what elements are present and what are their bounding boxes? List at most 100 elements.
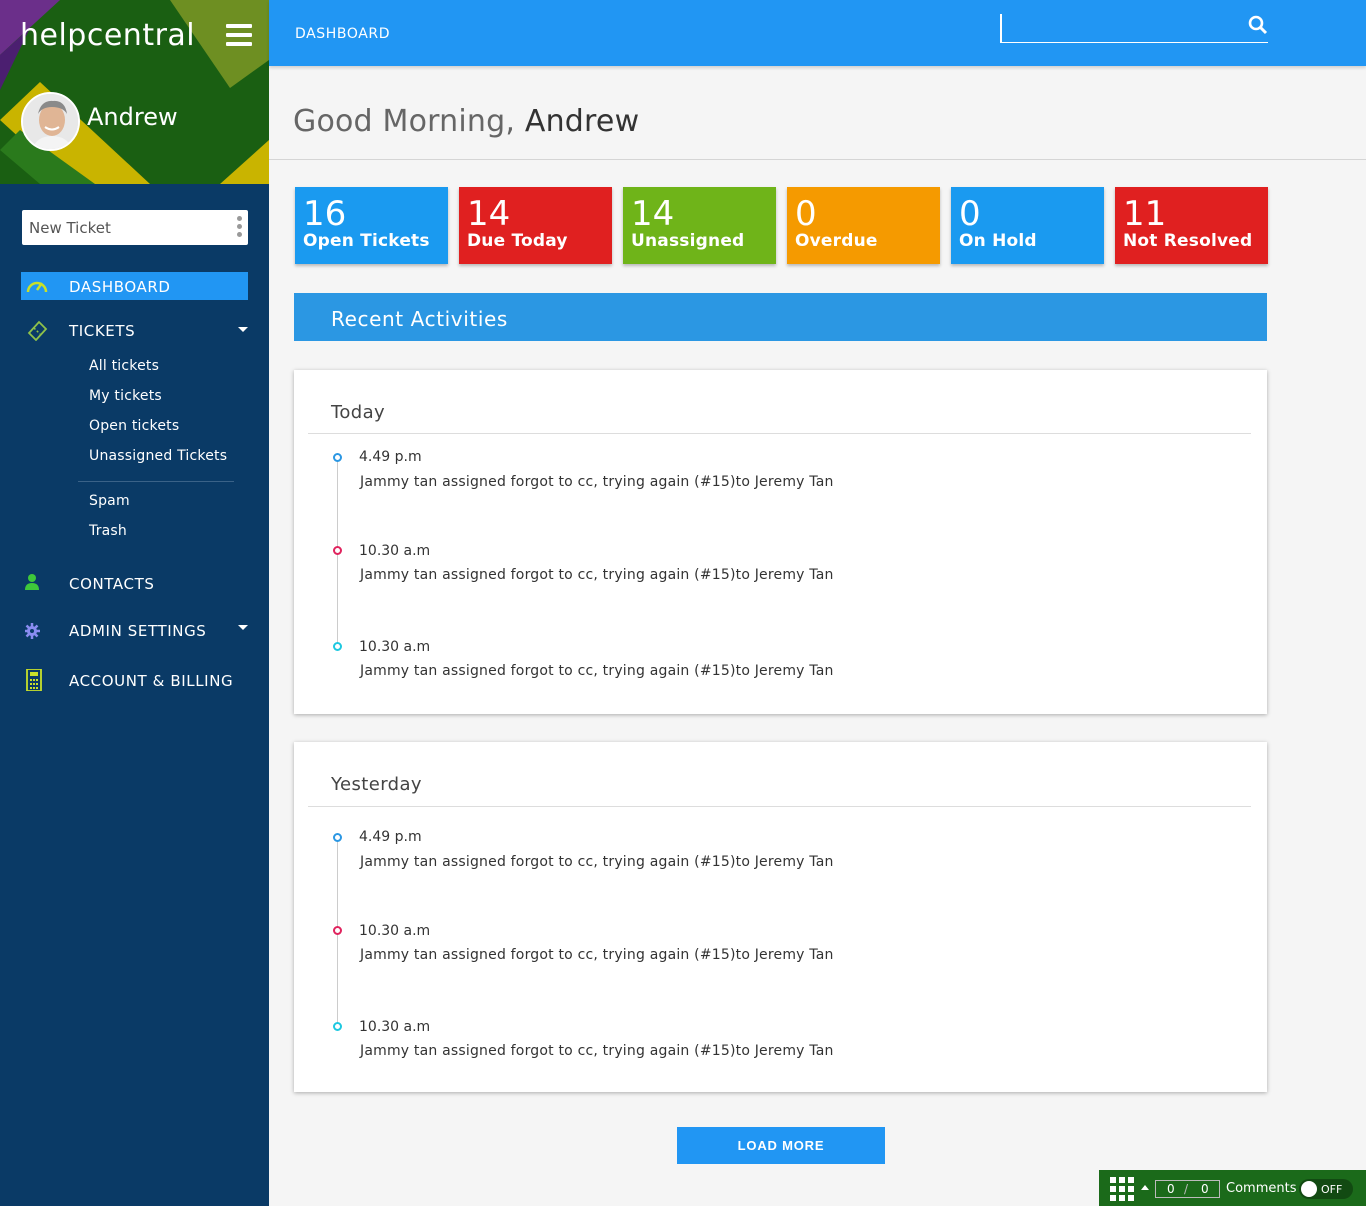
counter-separator: / [1184,1182,1189,1196]
sidebar-item-account-billing[interactable]: ACCOUNT & BILLING [21,666,248,694]
activity-text: Jammy tan assigned forgot to cc, trying … [360,1043,834,1059]
comment-counter: 0 / 0 [1155,1180,1220,1198]
activity-text: Jammy tan assigned forgot to cc, trying … [360,474,834,490]
activity-time: 10.30 a.m [359,639,431,655]
timeline-dot [333,1022,342,1031]
new-ticket-field[interactable] [22,210,248,245]
activity-text: Jammy tan assigned forgot to cc, trying … [360,854,834,870]
card-title: Today [331,402,386,423]
stat-card-due-today[interactable]: 14 Due Today [459,187,612,264]
ticket-icon [27,320,48,341]
sidebar-subitem-open-tickets[interactable]: Open tickets [89,418,180,434]
menu-icon[interactable] [226,24,252,46]
timeline-dot [333,546,342,555]
activity-time: 4.49 p.m [359,829,422,845]
topbar: DASHBOARD [269,0,1366,66]
section-title: Recent Activities [331,307,508,331]
stat-value: 14 [467,194,511,234]
sidebar-subitem-my-tickets[interactable]: My tickets [89,388,162,404]
stat-card-open-tickets[interactable]: 16 Open Tickets [295,187,448,264]
card-title: Yesterday [331,774,422,795]
timeline-line [337,841,338,1029]
activity-time: 10.30 a.m [359,543,431,559]
chevron-down-icon[interactable] [238,625,248,630]
activity-text: Jammy tan assigned forgot to cc, trying … [360,663,834,679]
timeline-line [337,461,338,649]
new-ticket-input[interactable] [22,210,212,245]
counter-value-a: 0 [1167,1182,1175,1196]
load-more-button[interactable]: LOAD MORE [677,1127,885,1164]
activity-time: 4.49 p.m [359,449,422,465]
timeline-dot [333,833,342,842]
activity-card-yesterday: Yesterday 4.49 p.m Jammy tan assigned fo… [294,742,1267,1092]
activity-text: Jammy tan assigned forgot to cc, trying … [360,947,834,963]
stat-value: 16 [303,194,347,234]
activity-time: 10.30 a.m [359,1019,431,1035]
sidebar-subitem-spam[interactable]: Spam [89,493,130,509]
chevron-down-icon[interactable] [238,327,248,332]
activity-card-today: Today 4.49 p.m Jammy tan assigned forgot… [294,370,1267,714]
search-input[interactable] [1000,14,1240,42]
calculator-icon [26,669,42,691]
greeting: Good Morning, Andrew [293,104,639,139]
stat-label: Overdue [795,231,878,251]
stat-card-overdue[interactable]: 0 Overdue [787,187,940,264]
speedometer-icon [26,281,48,293]
grid-icon[interactable] [1110,1177,1135,1202]
stat-value: 11 [1123,194,1167,234]
search-box[interactable] [1000,14,1268,43]
stat-label: Open Tickets [303,231,430,251]
sidebar-item-admin-settings[interactable]: ADMIN SETTINGS [21,616,248,644]
sidebar: helpcentral Andrew DASHBOARD [0,0,269,1206]
stat-card-not-resolved[interactable]: 11 Not Resolved [1115,187,1268,264]
divider [308,806,1251,807]
recent-activities-header: Recent Activities [294,293,1267,341]
sidebar-item-tickets[interactable]: TICKETS [21,316,248,344]
user-icon [25,574,39,590]
toggle-label: OFF [1321,1183,1343,1196]
toggle-knob [1301,1181,1317,1197]
more-options-icon[interactable] [236,216,242,240]
sidebar-item-contacts[interactable]: CONTACTS [21,569,248,597]
counter-value-b: 0 [1201,1182,1209,1196]
comments-widget: 0 / 0 Comments OFF [1099,1170,1366,1206]
gear-icon [25,623,40,639]
stat-value: 0 [795,194,817,234]
brand-logo: helpcentral [20,18,196,53]
divider [308,433,1251,434]
stat-label: Due Today [467,231,568,251]
stat-label: On Hold [959,231,1037,251]
activity-text: Jammy tan assigned forgot to cc, trying … [360,567,834,583]
sidebar-item-label: CONTACTS [69,575,155,593]
timeline-dot [333,926,342,935]
avatar[interactable] [21,92,80,151]
sidebar-subitem-trash[interactable]: Trash [89,523,127,539]
stat-card-unassigned[interactable]: 14 Unassigned [623,187,776,264]
timeline-dot [333,453,342,462]
greeting-name: Andrew [524,104,640,139]
activity-time: 10.30 a.m [359,923,431,939]
stat-value: 14 [631,194,675,234]
sidebar-item-label: TICKETS [69,322,136,340]
stat-label: Not Resolved [1123,231,1253,251]
sidebar-item-label: ADMIN SETTINGS [69,622,207,640]
stat-card-on-hold[interactable]: 0 On Hold [951,187,1104,264]
sidebar-subitem-all-tickets[interactable]: All tickets [89,358,160,374]
search-icon[interactable] [1248,15,1268,35]
comments-label: Comments [1226,1181,1297,1196]
sidebar-subitem-unassigned-tickets[interactable]: Unassigned Tickets [89,448,228,464]
comments-toggle[interactable]: OFF [1299,1179,1353,1199]
page-breadcrumb: DASHBOARD [295,26,391,42]
stat-value: 0 [959,194,981,234]
sidebar-item-label: ACCOUNT & BILLING [69,672,234,690]
sidebar-header: helpcentral Andrew [0,0,269,184]
user-name[interactable]: Andrew [87,103,178,131]
stat-label: Unassigned [631,231,745,251]
sidebar-item-label: DASHBOARD [69,278,171,296]
chevron-up-icon[interactable] [1141,1185,1149,1190]
divider [269,159,1366,160]
greeting-prefix: Good Morning, [293,104,516,139]
timeline-dot [333,642,342,651]
sidebar-item-dashboard[interactable]: DASHBOARD [21,272,248,300]
divider [78,481,234,482]
